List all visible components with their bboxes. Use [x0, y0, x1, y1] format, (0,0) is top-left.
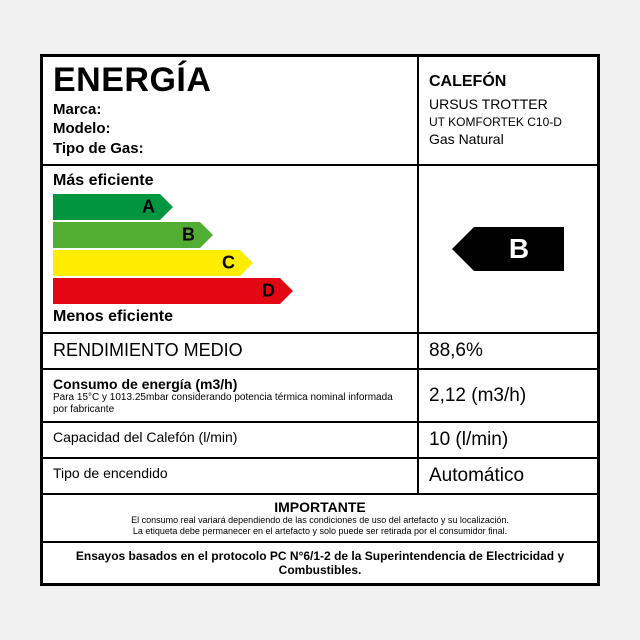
capacidad-row: Capacidad del Calefón (l/min) 10 (l/min): [43, 423, 597, 459]
marca-label: Marca:: [53, 100, 407, 120]
important-line2: La etiqueta debe permanecer en el artefa…: [53, 526, 587, 537]
rendimiento-label: RENDIMIENTO MEDIO: [53, 340, 243, 360]
efficiency-bar-d: D: [53, 278, 293, 304]
efficiency-bar-b: B: [53, 222, 213, 248]
header-row: ENERGÍA Marca: Modelo: Tipo de Gas: CALE…: [43, 57, 597, 167]
header-left: ENERGÍA Marca: Modelo: Tipo de Gas:: [43, 57, 417, 165]
footer-text: Ensayos basados en el protocolo PC N°6/1…: [43, 543, 597, 583]
energia-title: ENERGÍA: [53, 61, 407, 100]
bar-label-a: A: [142, 197, 175, 218]
bar-label-c: C: [222, 253, 255, 274]
encendido-label: Tipo de encendido: [53, 465, 168, 481]
encendido-row: Tipo de encendido Automático: [43, 459, 597, 495]
capacidad-value-cell: 10 (l/min): [417, 423, 597, 457]
energy-label: ENERGÍA Marca: Modelo: Tipo de Gas: CALE…: [40, 54, 600, 586]
product-type: CALEFÓN: [429, 73, 587, 91]
consumo-value: 2,12 (m3/h): [429, 385, 526, 407]
rendimiento-value: 88,6%: [429, 340, 483, 362]
important-block: IMPORTANTE El consumo real variará depen…: [43, 495, 597, 541]
efficiency-row: Más eficiente ABCD Menos eficiente B: [43, 166, 597, 334]
encendido-label-cell: Tipo de encendido: [43, 459, 417, 493]
bar-label-d: D: [262, 281, 295, 302]
rating-letter: B: [474, 227, 564, 271]
capacidad-label: Capacidad del Calefón (l/min): [53, 429, 237, 445]
less-efficient-label: Menos eficiente: [43, 306, 417, 326]
rendimiento-row: RENDIMIENTO MEDIO 88,6%: [43, 334, 597, 370]
more-efficient-label: Más eficiente: [43, 172, 417, 192]
efficiency-bars: ABCD: [43, 194, 417, 304]
consumo-sub: Para 15°C y 1013.25mbar considerando pot…: [53, 392, 407, 415]
efficiency-bar-c: C: [53, 250, 253, 276]
encendido-value-cell: Automático: [417, 459, 597, 493]
capacidad-label-cell: Capacidad del Calefón (l/min): [43, 423, 417, 457]
efficiency-left: Más eficiente ABCD Menos eficiente: [43, 166, 417, 332]
efficiency-right: B: [417, 166, 597, 332]
marca-value: URSUS TROTTER: [429, 95, 587, 114]
modelo-value: UT KOMFORTEK C10-D: [429, 114, 587, 130]
important-line1: El consumo real variará dependiendo de l…: [53, 515, 587, 526]
consumo-row: Consumo de energía (m3/h) Para 15°C y 10…: [43, 370, 597, 423]
consumo-label: Consumo de energía (m3/h): [53, 376, 407, 392]
encendido-value: Automático: [429, 465, 524, 487]
gas-value: Gas Natural: [429, 130, 587, 149]
modelo-label: Modelo:: [53, 119, 407, 139]
gas-label: Tipo de Gas:: [53, 139, 407, 159]
important-title: IMPORTANTE: [53, 499, 587, 515]
footer-row: Ensayos basados en el protocolo PC N°6/1…: [43, 543, 597, 583]
bar-label-b: B: [182, 225, 215, 246]
capacidad-value: 10 (l/min): [429, 429, 508, 451]
consumo-value-cell: 2,12 (m3/h): [417, 370, 597, 421]
consumo-label-cell: Consumo de energía (m3/h) Para 15°C y 10…: [43, 370, 417, 421]
rendimiento-value-cell: 88,6%: [417, 334, 597, 368]
rating-arrow: B: [452, 227, 564, 271]
header-right: CALEFÓN URSUS TROTTER UT KOMFORTEK C10-D…: [417, 57, 597, 165]
important-row: IMPORTANTE El consumo real variará depen…: [43, 495, 597, 543]
efficiency-bar-a: A: [53, 194, 173, 220]
rating-arrow-tip: [452, 227, 474, 271]
rendimiento-label-cell: RENDIMIENTO MEDIO: [43, 334, 417, 368]
